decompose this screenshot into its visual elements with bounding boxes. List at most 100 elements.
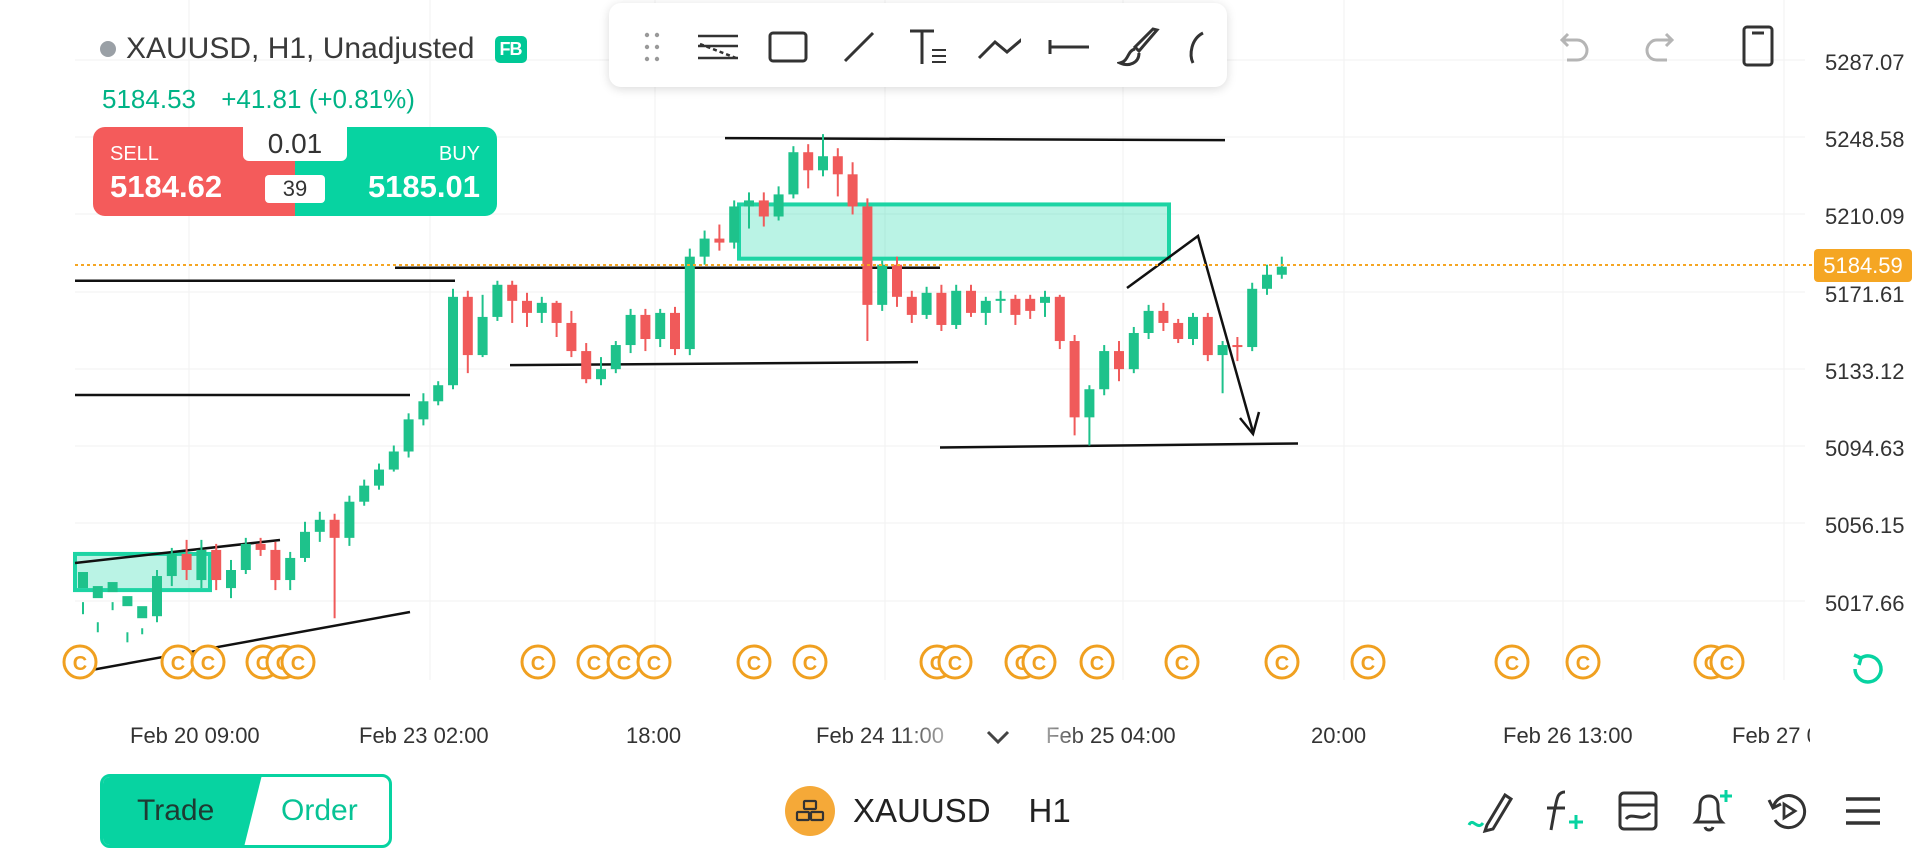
tab-order[interactable]: Order xyxy=(281,794,358,827)
trendline-icon[interactable] xyxy=(837,25,881,69)
price-change: +41.81 (+0.81%) xyxy=(221,84,415,114)
horizontal-line-icon[interactable] xyxy=(1047,25,1091,69)
price-axis-label: 5017.66 xyxy=(1825,591,1905,616)
economic-event-marker-label: C xyxy=(73,653,87,675)
drawing-toolbar xyxy=(609,3,1227,87)
path-icon[interactable] xyxy=(977,25,1021,69)
replay-icon[interactable] xyxy=(1763,786,1813,836)
current-price-tag: 5184.59 xyxy=(1814,249,1912,282)
candle xyxy=(1143,310,1154,333)
candle xyxy=(181,553,192,571)
gold-bars-icon xyxy=(785,786,835,836)
candle xyxy=(803,152,814,171)
candle xyxy=(536,302,547,313)
candle xyxy=(433,385,444,402)
arc-icon[interactable] xyxy=(1179,25,1209,69)
fb-badge: FB xyxy=(494,35,527,63)
last-price: 5184.53 xyxy=(102,84,196,114)
brush-icon[interactable] xyxy=(1117,25,1161,69)
candle xyxy=(403,419,414,452)
quantity-input[interactable]: 0.01 xyxy=(243,127,347,161)
symbol-selector[interactable]: XAUUSD H1 xyxy=(785,786,1071,836)
candle xyxy=(1188,316,1198,340)
candle xyxy=(1247,288,1258,348)
buy-price: 5185.01 xyxy=(367,169,480,204)
candle xyxy=(107,582,118,593)
candle xyxy=(773,194,784,217)
economic-event-marker-icon xyxy=(1164,644,1200,680)
price-chart[interactable]: CCCCCCCCCCCCCCCCCCCCCCCC xyxy=(0,0,1920,760)
economic-event-marker-icon xyxy=(1565,644,1601,680)
economic-event-marker-icon xyxy=(520,644,556,680)
draw-pen-icon[interactable] xyxy=(1464,786,1514,836)
candle xyxy=(892,264,902,297)
tab-trade[interactable]: Trade xyxy=(103,777,273,845)
candle xyxy=(211,549,222,581)
candle xyxy=(980,300,991,313)
candle xyxy=(240,543,251,571)
symbol-title: XAUUSD, H1, Unadjusted xyxy=(126,32,475,65)
price-axis-label: 5248.58 xyxy=(1825,127,1905,152)
candle xyxy=(640,314,651,340)
economic-event-marker-label: C xyxy=(587,653,601,675)
level-line xyxy=(509,360,919,367)
bottom-timeframe[interactable]: H1 xyxy=(1028,792,1071,829)
candle xyxy=(729,206,740,243)
economic-event-marker-icon xyxy=(1021,644,1057,680)
candle xyxy=(1158,310,1169,323)
economic-event-marker-icon xyxy=(1079,644,1115,680)
redo-icon[interactable] xyxy=(1641,24,1685,68)
expand-panel-chevron-icon[interactable] xyxy=(985,728,1011,751)
alert-add-icon[interactable] xyxy=(1687,786,1737,836)
economic-event-marker-label: C xyxy=(617,653,631,675)
economic-event-marker-icon xyxy=(1494,644,1530,680)
candle xyxy=(122,596,133,607)
candle xyxy=(166,553,177,577)
symbol-header[interactable]: XAUUSD, H1, Unadjusted FB xyxy=(100,32,527,66)
candle xyxy=(921,292,932,315)
candle xyxy=(699,238,710,257)
economic-event-marker-icon xyxy=(736,644,772,680)
candle xyxy=(758,200,769,217)
candle xyxy=(847,174,858,207)
sell-price: 5184.62 xyxy=(110,169,223,204)
economic-event-marker-label: C xyxy=(1275,653,1289,675)
price-axis-label: 5094.63 xyxy=(1825,436,1905,461)
candle xyxy=(300,531,310,558)
economic-event-marker-label: C xyxy=(1576,653,1590,675)
economic-event-marker-icon xyxy=(636,644,672,680)
undo-icon[interactable] xyxy=(1549,24,1593,68)
reset-chart-icon[interactable] xyxy=(1845,647,1889,691)
candle xyxy=(507,284,518,301)
candle xyxy=(448,296,458,386)
indicator-fx-icon[interactable] xyxy=(1538,786,1588,836)
menu-icon[interactable] xyxy=(1838,786,1888,836)
candle xyxy=(655,312,666,340)
candle xyxy=(462,296,473,356)
economic-event-marker-icon xyxy=(190,644,226,680)
candle xyxy=(581,351,592,380)
text-icon[interactable] xyxy=(907,25,951,69)
rectangle-icon[interactable] xyxy=(766,25,810,69)
candle xyxy=(1276,266,1287,275)
candle xyxy=(684,256,695,350)
economic-event-marker-label: C xyxy=(1720,653,1734,675)
economic-event-marker-label: C xyxy=(747,653,761,675)
drag-handle-icon[interactable] xyxy=(630,25,674,69)
candle xyxy=(551,302,562,323)
chart-template-icon[interactable] xyxy=(1613,786,1663,836)
fibonacci-icon[interactable] xyxy=(696,25,740,69)
phone-layout-icon[interactable] xyxy=(1736,24,1780,68)
candle xyxy=(418,401,429,420)
candle xyxy=(1025,298,1036,311)
candle xyxy=(818,156,828,171)
candle xyxy=(1114,351,1124,370)
candle xyxy=(1262,274,1272,289)
economic-event-marker-icon xyxy=(62,644,98,680)
candle xyxy=(255,543,266,550)
trade-order-toggle[interactable]: Trade Order xyxy=(100,774,392,848)
candle xyxy=(788,152,799,195)
candle xyxy=(714,238,725,243)
price-axis-label: 5133.12 xyxy=(1825,359,1905,384)
bottom-symbol: XAUUSD xyxy=(853,792,991,829)
